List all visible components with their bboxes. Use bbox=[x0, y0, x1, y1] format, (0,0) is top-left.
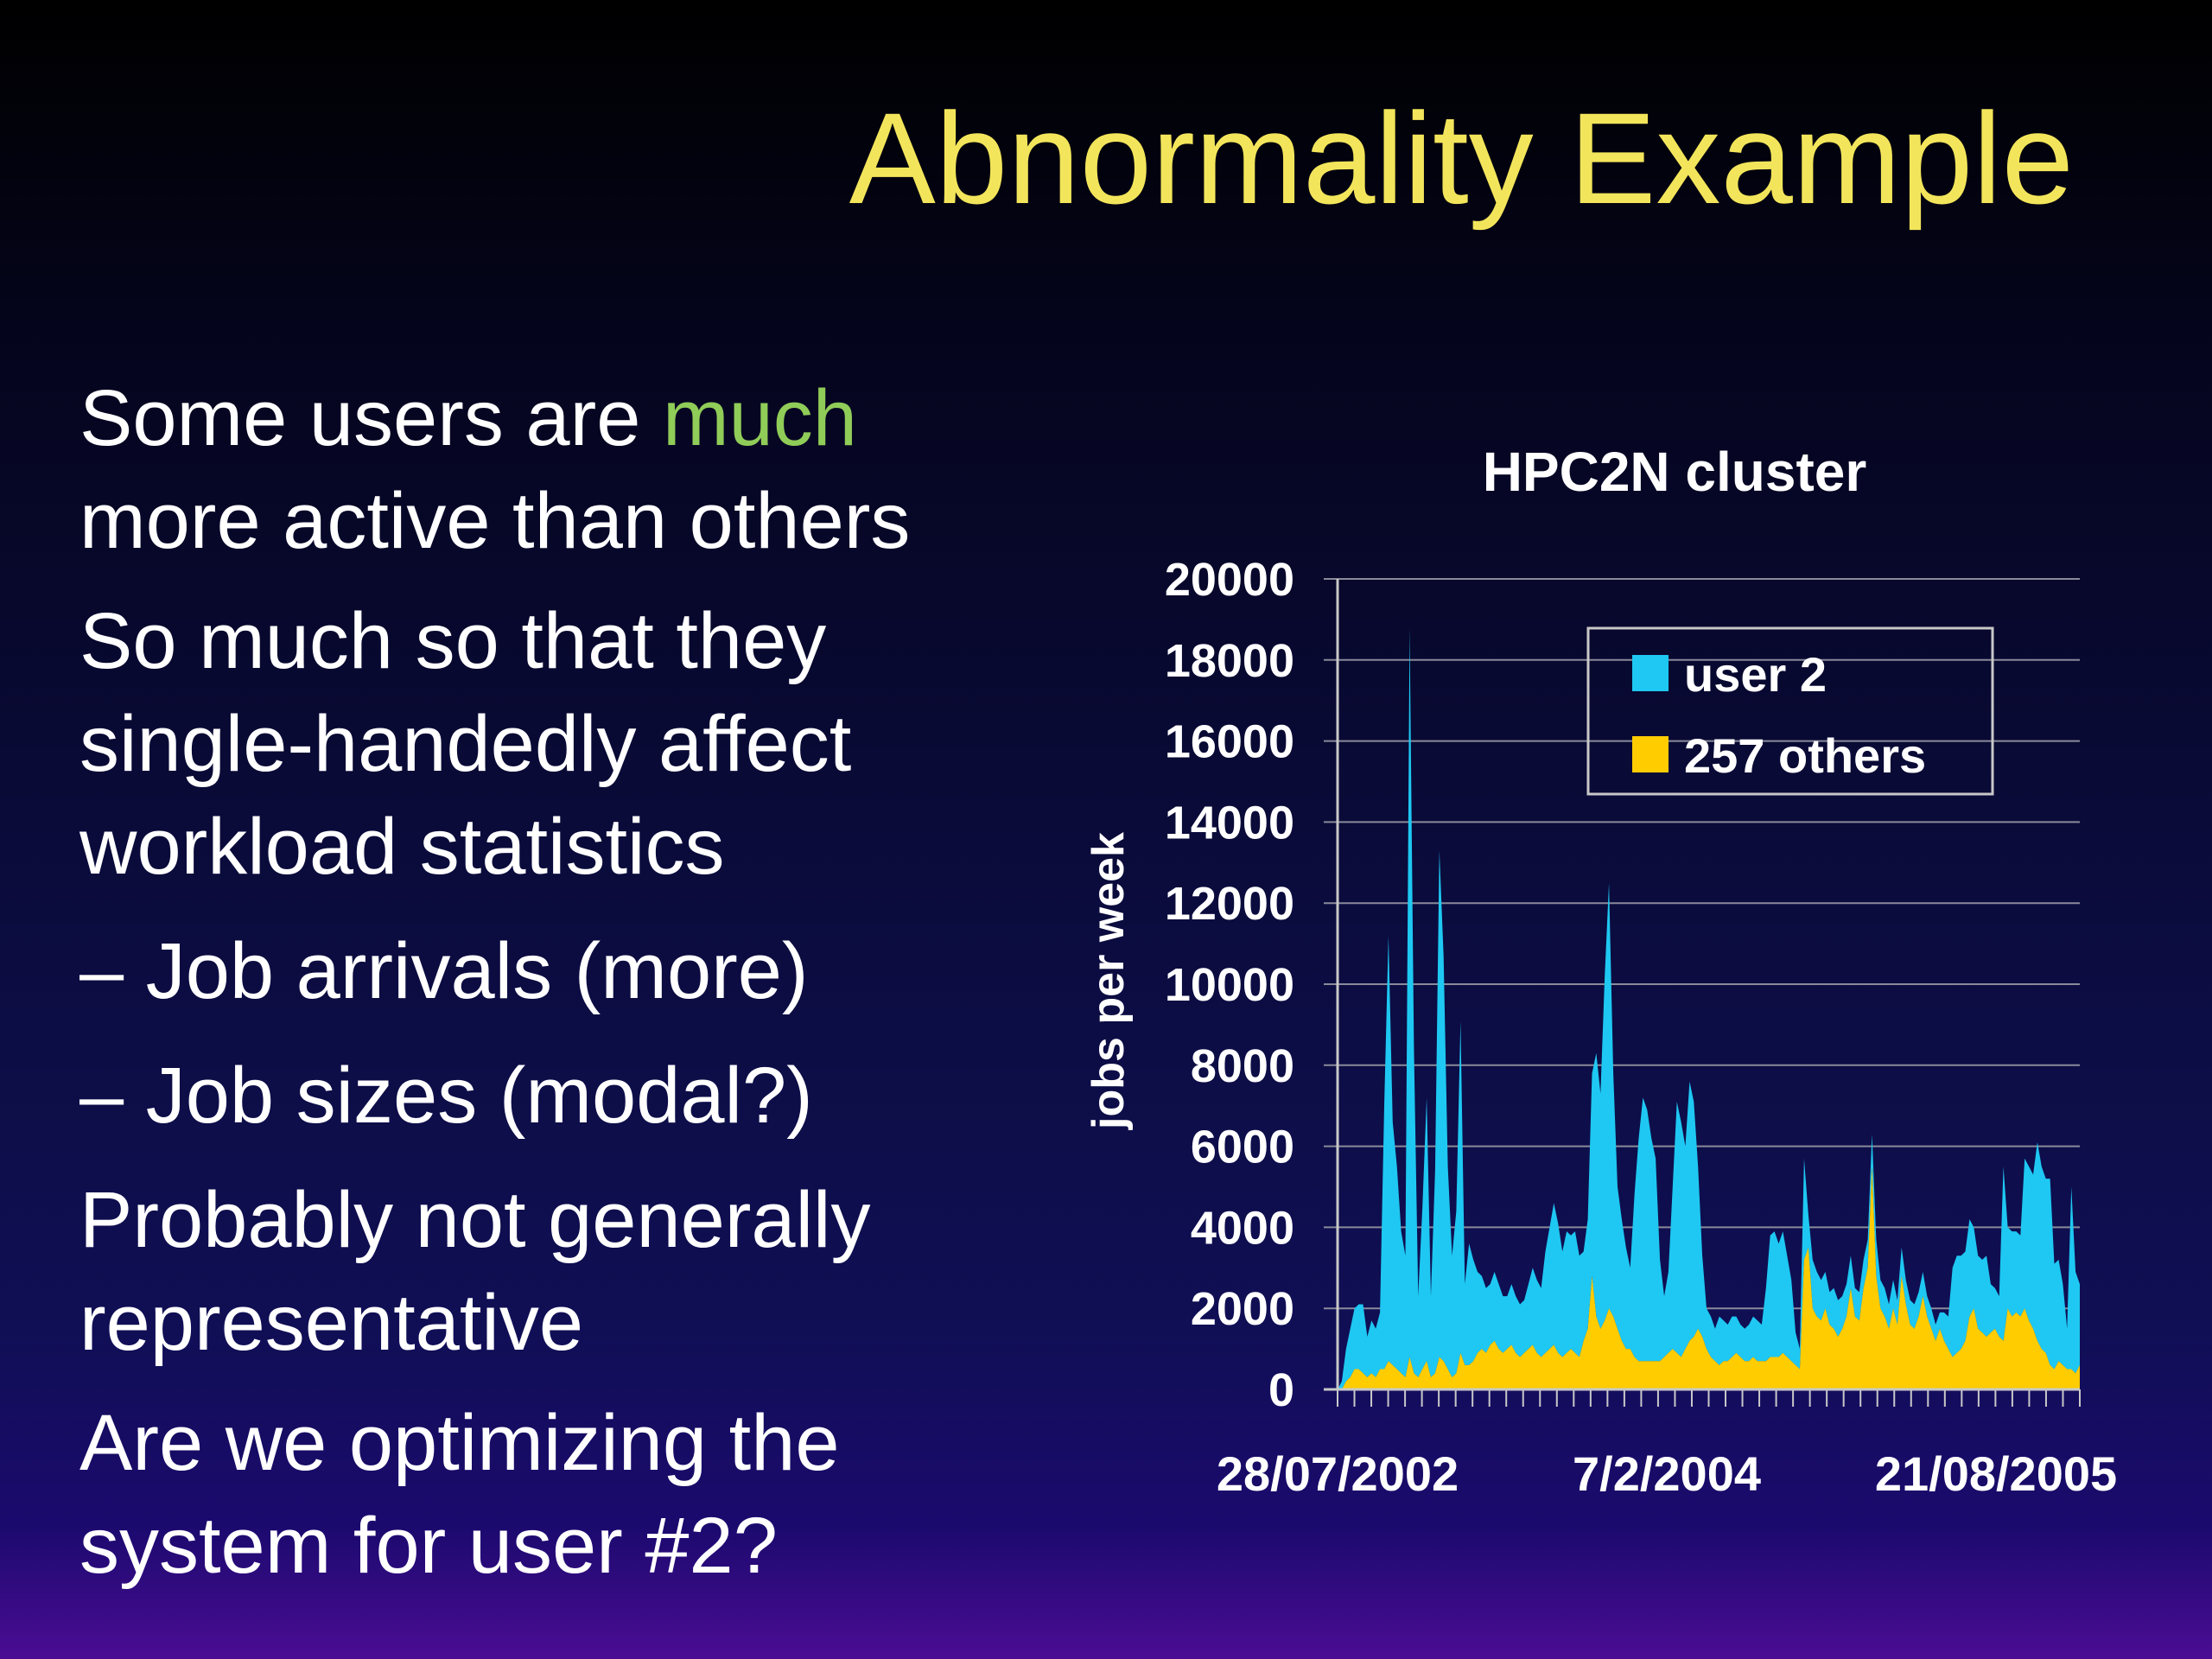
bullet-2-line-2: single-handedly affect bbox=[79, 700, 852, 788]
y-tick-label: 4000 bbox=[1191, 1202, 1294, 1254]
y-axis-label: jobs per week bbox=[1084, 832, 1134, 1130]
x-tick-label: 7/2/2004 bbox=[1573, 1446, 1761, 1501]
x-tick-label: 28/07/2002 bbox=[1217, 1446, 1459, 1501]
chart-axes bbox=[1324, 579, 2081, 1407]
chart-legend: user 2 257 others bbox=[1586, 626, 1994, 796]
bullet-2: So much so that they single-handedly affe… bbox=[79, 590, 1073, 899]
x-tick-label: 21/08/2005 bbox=[1875, 1446, 2117, 1501]
bullet-2-line-1: So much so that they bbox=[79, 597, 827, 685]
chart-areas bbox=[1338, 627, 2080, 1389]
bullet-1-prefix: Some users are bbox=[79, 374, 663, 462]
bullet-2-line-3: workload statistics bbox=[79, 803, 725, 891]
legend-label-others: 257 others bbox=[1684, 728, 1926, 783]
bullet-list: Some users are much more active than othe… bbox=[79, 367, 1073, 1598]
bullet-1-highlight: much bbox=[662, 374, 857, 462]
bullet-1: Some users are much more active than othe… bbox=[79, 367, 1073, 573]
sub-bullet-1: – Job arrivals (more) bbox=[79, 927, 809, 1015]
y-tick-label: 10000 bbox=[1165, 959, 1294, 1011]
legend-swatch-user-2 bbox=[1632, 655, 1669, 691]
y-tick-label: 18000 bbox=[1165, 635, 1294, 687]
bullet-3: Probably not generally representative bbox=[79, 1169, 1073, 1375]
y-tick-label: 6000 bbox=[1191, 1122, 1294, 1173]
y-tick-label: 2000 bbox=[1191, 1283, 1294, 1335]
bullet-3-line-1: Probably not generally bbox=[79, 1176, 871, 1264]
y-tick-label: 16000 bbox=[1165, 716, 1294, 768]
legend-swatch-others bbox=[1632, 736, 1669, 772]
bullet-4-line-1: Are we optimizing the bbox=[79, 1399, 840, 1487]
legend-box bbox=[1586, 626, 1994, 796]
bullet-4-line-2: system for user #2? bbox=[79, 1502, 778, 1590]
y-tick-label: 20000 bbox=[1165, 554, 1294, 606]
sub-bullet-2: – Job sizes (modal?) bbox=[79, 1052, 813, 1140]
chart-title: HPC2N cluster bbox=[1483, 441, 1867, 503]
y-tick-label: 14000 bbox=[1165, 797, 1294, 849]
y-tick-label: 8000 bbox=[1191, 1040, 1294, 1092]
y-tick-labels: 0 2000 4000 6000 8000 10000 12000 14000 16000 180… bbox=[1165, 554, 1294, 1416]
bullet-4: Are we optimizing the system for user #2? bbox=[79, 1392, 1073, 1598]
legend-label-user-2: user 2 bbox=[1684, 647, 1827, 702]
bullet-3-line-2: representative bbox=[79, 1279, 583, 1367]
area-series-user-2 bbox=[1338, 627, 2080, 1389]
x-tick-labels: 28/07/2002 7/2/2004 21/08/2005 bbox=[1217, 1446, 2117, 1501]
bullet-1-suffix: more active than others bbox=[79, 477, 911, 565]
y-tick-label: 0 bbox=[1268, 1364, 1294, 1416]
area-series-others bbox=[1338, 1166, 2080, 1389]
y-tick-label: 12000 bbox=[1165, 878, 1294, 930]
slide-title: Abnormality Example bbox=[849, 86, 2074, 231]
